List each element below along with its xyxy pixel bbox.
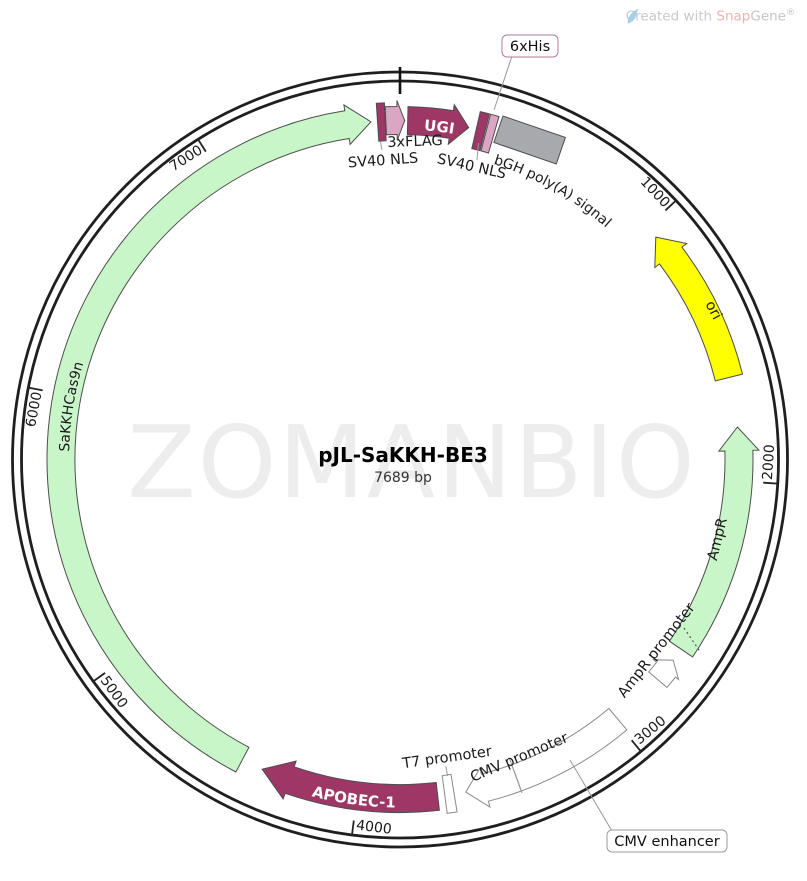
cmv-enhancer-callout: CMV enhancer (606, 829, 728, 853)
cmv-enhancer-callout-label: CMV enhancer (614, 834, 719, 850)
3xflag-label: 3xFLAG (387, 133, 443, 151)
watermark-text: ZOMANBIO (127, 404, 697, 521)
credit-brand-snap: Snap (716, 8, 751, 25)
tick-2000: 2000 (760, 444, 778, 485)
credit-registered-mark: ® (786, 8, 795, 18)
feature-cmv-promoter-arrow (465, 764, 522, 809)
tick-4000: 4000 (351, 817, 393, 838)
feature-bgh-polya-block (493, 115, 567, 165)
cmv-enhancer-callout-box (606, 829, 728, 853)
tick-label-4000: 4000 (355, 817, 392, 837)
ori-label: ori (702, 298, 725, 322)
feature-ori-arrow (654, 236, 744, 382)
tick-3000: 3000 (630, 713, 669, 753)
sv40-nls-2-leader-line (476, 142, 479, 161)
6xhis-callout-label: 6xHis (510, 39, 550, 55)
feature-ampr-arrow (668, 426, 761, 658)
plasmid-name: pJL-SaKKH-BE3 (318, 443, 488, 467)
feature-sakkhcas9n-arrow (46, 103, 372, 773)
cmv-promoter-divider-line (509, 758, 523, 794)
snapgene-credit: Created with SnapGene® (626, 8, 795, 25)
feature-t7-promoter-block (441, 773, 458, 814)
cmv-enhancer-leader-line (569, 759, 613, 832)
sv40-nls-1-leader-line (380, 141, 383, 151)
6xhis-callout-box (501, 34, 559, 58)
feature-apobec1-arrow (261, 760, 440, 813)
feature-sv40-nls-1-block (375, 102, 387, 142)
feature-3xflag-arrow (384, 100, 406, 141)
sv40-nls-1-label: SV40 NLS (347, 151, 418, 172)
tick-label-2000: 2000 (760, 444, 778, 481)
snapgene-logo-icon (627, 8, 639, 24)
plasmid-size: 7689 bp (374, 470, 432, 486)
t7-promoter-leader-line (445, 765, 448, 777)
tick-label-6000: 6000 (23, 391, 45, 429)
bgh-polya-label: bGH poly(A) signal (492, 152, 614, 231)
feature-6xhis-block (480, 113, 500, 154)
6xhis-callout: 6xHis (501, 34, 559, 58)
feature-sv40-nls-2-block (471, 110, 491, 152)
feature-ugi-arrow (406, 103, 470, 146)
ampr-truncation-dotted-line (683, 627, 702, 654)
6xhis-leader-line (493, 55, 513, 111)
tick-6000: 6000 (23, 386, 46, 429)
ugi-label: UGI (423, 116, 455, 137)
credit-brand-gene: Gene (750, 8, 786, 25)
credit-text: Created with SnapGene® (625, 8, 795, 25)
feature-ampr-promoter-arrow (647, 659, 680, 689)
